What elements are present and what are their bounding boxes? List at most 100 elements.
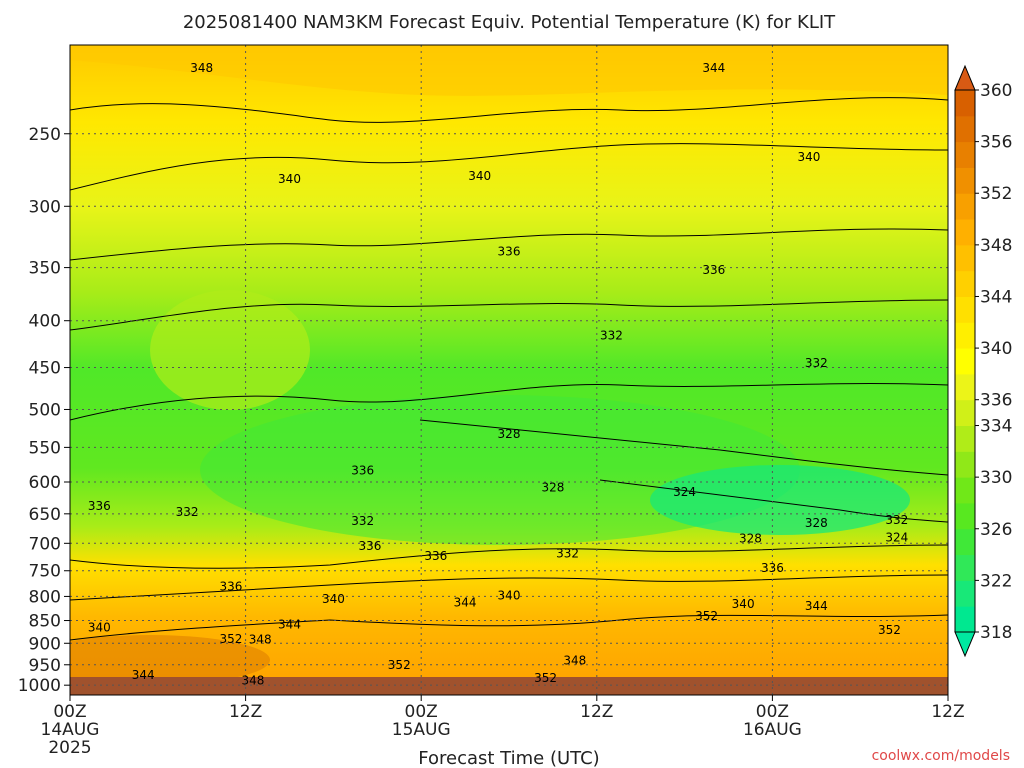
colorbar-label: 340 <box>980 339 1012 359</box>
colorbar-segment <box>955 399 975 427</box>
upper-level-high <box>70 45 948 96</box>
x-tick-label: 15AUG <box>392 720 451 740</box>
colorbar-label: 344 <box>980 287 1012 307</box>
x-axis-label: Forecast Time (UTC) <box>418 748 599 768</box>
colorbar-segment <box>955 477 975 504</box>
colorbar-label: 322 <box>980 571 1012 591</box>
boundary-layer-max <box>70 635 270 685</box>
colorbar-segment <box>955 322 975 349</box>
colorbar-segment <box>955 528 975 556</box>
contour-label: 336 <box>88 499 111 513</box>
colorbar-segment <box>955 580 975 607</box>
colorbar-label: 356 <box>980 133 1012 153</box>
colorbar-segment <box>955 141 975 168</box>
x-tick-label: 00Z <box>405 702 438 722</box>
contour-label: 332 <box>600 328 623 342</box>
y-tick-label: 350 <box>29 259 61 279</box>
x-tick-label: 2025 <box>48 738 91 758</box>
colorbar-segment <box>955 554 975 581</box>
y-tick-label: 700 <box>29 534 61 554</box>
colorbar-segment <box>955 270 975 297</box>
contour-label: 340 <box>88 620 111 634</box>
plot-frame <box>69 44 949 696</box>
y-tick-label: 400 <box>29 312 61 332</box>
mid-level-minimum <box>200 395 800 545</box>
y-tick-label: 300 <box>29 197 61 217</box>
y-tick-label: 800 <box>29 587 61 607</box>
contour-label: 336 <box>359 539 382 553</box>
colorbar-segment <box>955 244 975 272</box>
colorbar-segment <box>955 606 975 633</box>
contour-label: 332 <box>351 514 374 528</box>
contour-label: 336 <box>424 549 447 563</box>
contour-label: 348 <box>563 654 586 668</box>
contour-label: 352 <box>534 671 557 685</box>
colorbar-segment <box>955 348 975 375</box>
y-tick-label: 600 <box>29 473 61 493</box>
colorbar-label: 352 <box>980 184 1012 204</box>
contour-label: 340 <box>278 172 301 186</box>
y-tick-label: 950 <box>29 656 61 676</box>
contour-label: 352 <box>695 609 718 623</box>
colorbar-label: 348 <box>980 236 1012 256</box>
y-tick-label: 900 <box>29 634 61 654</box>
colorbar-segment <box>955 425 975 452</box>
y-axis-tick-labels: 2503003504004505005506006507007508008509… <box>18 125 70 696</box>
colorbar-segment <box>955 451 975 478</box>
contour-label: 336 <box>498 244 521 258</box>
y-tick-label: 500 <box>29 400 61 420</box>
colorbar-label: 330 <box>980 468 1012 488</box>
colorbar-label: 326 <box>980 520 1012 540</box>
contour-label: 332 <box>805 356 828 370</box>
contour-label: 336 <box>220 579 243 593</box>
contour-label: 332 <box>885 513 908 527</box>
colorbar-segment <box>955 115 975 143</box>
x-tick-label: 14AUG <box>41 720 100 740</box>
colorbar-label: 334 <box>980 417 1012 437</box>
colorbar-label: 336 <box>980 391 1012 411</box>
contour-label: 344 <box>805 599 828 613</box>
y-tick-label: 750 <box>29 562 61 582</box>
dry-layer-core <box>650 465 910 535</box>
y-tick-label: 850 <box>29 612 61 632</box>
y-tick-label: 650 <box>29 505 61 525</box>
colorbar-segment <box>955 167 975 194</box>
y-tick-label: 550 <box>29 438 61 458</box>
contour-labels: 348 344 340 340 340 336 336 332 332 328 328 324 336 3… <box>88 61 908 687</box>
pressure-gridlines <box>70 133 948 686</box>
contour-label: 336 <box>702 263 725 277</box>
terrain-below-ground <box>70 677 948 695</box>
y-tick-label: 1000 <box>18 676 61 696</box>
x-tick-label: 12Z <box>931 702 964 722</box>
contour-label: 332 <box>176 505 199 519</box>
x-tick-label: 12Z <box>580 702 613 722</box>
site-credit: coolwx.com/models <box>872 748 1010 764</box>
contour-label: 352 <box>388 658 411 672</box>
colorbar-frame <box>954 89 976 633</box>
contour-label: 340 <box>322 592 345 606</box>
colorbar-segment <box>955 502 975 530</box>
contour-label: 328 <box>498 427 521 441</box>
contour-label: 344 <box>278 617 301 631</box>
contour-label: 340 <box>498 588 521 602</box>
contour-label: 328 <box>739 532 762 546</box>
isopleth-lines <box>70 97 948 641</box>
x-tick-label: 00Z <box>756 702 789 722</box>
time-gridlines <box>245 45 773 695</box>
colorbar-label: 360 <box>980 81 1012 101</box>
y-tick-label: 250 <box>29 125 61 145</box>
contour-label: 344 <box>454 595 477 609</box>
x-tick-label: 12Z <box>229 702 262 722</box>
contour-label: 340 <box>798 150 821 164</box>
contour-label: 328 <box>541 480 564 494</box>
contour-label: 348 <box>241 673 264 687</box>
x-tick-label: 16AUG <box>743 720 802 740</box>
moist-column <box>150 290 310 410</box>
contour-label: 324 <box>673 485 696 499</box>
contour-label: 340 <box>468 169 491 183</box>
colorbar: 318 322 326 330 334 336 340 344 348 352 356 360 <box>954 64 1012 658</box>
contour-label: 340 <box>732 597 755 611</box>
colorbar-segment <box>955 90 975 117</box>
contour-label: 344 <box>132 668 155 682</box>
